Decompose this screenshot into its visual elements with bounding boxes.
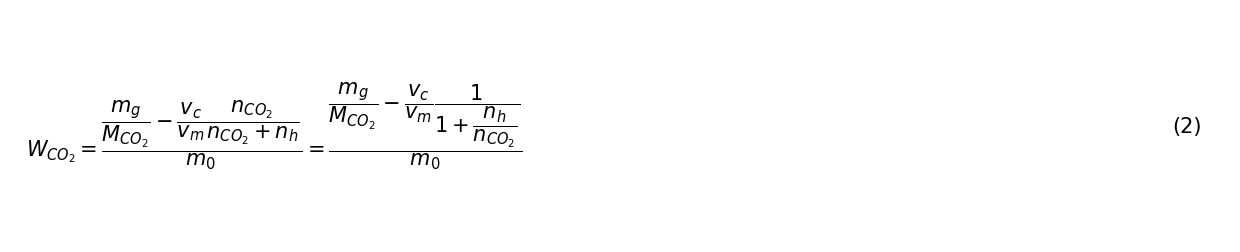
Text: (2): (2) [1172,116,1202,136]
Text: $W_{CO_2} = \dfrac{\dfrac{m_g}{M_{CO_2}} - \dfrac{v_c}{v_m}\dfrac{n_{CO_2}}{n_{C: $W_{CO_2} = \dfrac{\dfrac{m_g}{M_{CO_2}}… [26,81,523,171]
